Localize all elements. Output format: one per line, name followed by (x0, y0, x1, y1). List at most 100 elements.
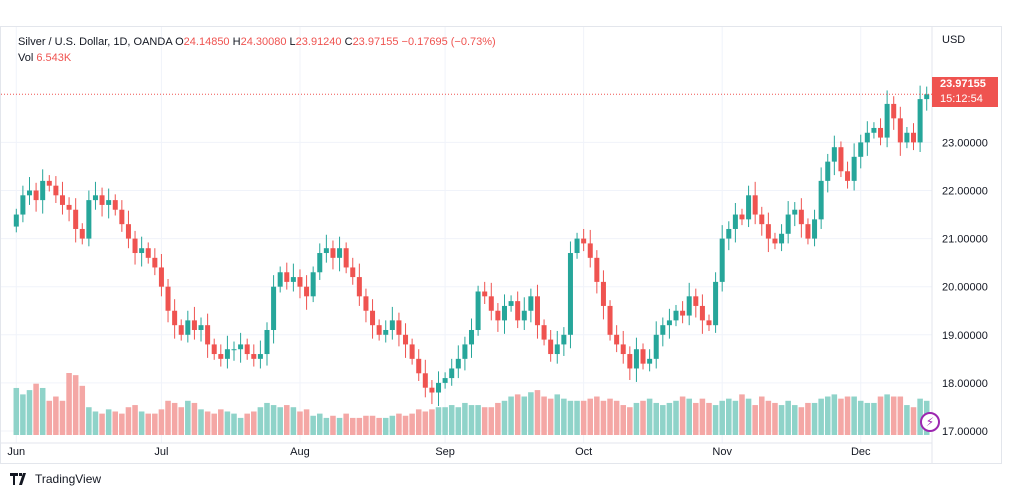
volume-bar (791, 405, 798, 435)
candle-body (785, 214, 791, 234)
volume-bar (72, 375, 79, 435)
candle-body (264, 329, 270, 355)
volume-bar (92, 411, 99, 435)
volume-bar (501, 400, 508, 435)
volume-bar (785, 400, 791, 435)
volume-bar (561, 398, 567, 435)
volume-bar (824, 396, 831, 435)
candle-body (198, 325, 204, 330)
volume-bar (33, 383, 39, 435)
candle-body (713, 281, 719, 326)
candle-body (845, 171, 851, 181)
candle-body (561, 334, 567, 345)
candle-body (350, 267, 356, 278)
candle-body (376, 325, 382, 335)
candle-body (838, 147, 844, 172)
volume-bar (323, 417, 330, 435)
volume-bar (904, 405, 910, 435)
volume-bar (204, 411, 211, 435)
candle-body (653, 334, 659, 359)
candle-body (277, 272, 283, 287)
candle-body (257, 354, 263, 359)
volume-bar (79, 385, 86, 435)
volume-bar (838, 398, 844, 435)
volume-bar (640, 400, 646, 435)
volume-bar (336, 417, 343, 435)
volume-bar (752, 405, 758, 435)
volume-bar (191, 402, 198, 435)
candle-body (831, 147, 837, 162)
volume-bar (897, 396, 904, 435)
volume-bar (218, 409, 224, 435)
x-tick-label: Jul (154, 446, 168, 458)
volume-bar (264, 402, 270, 435)
volume-bar (330, 415, 336, 435)
volume-bar (653, 402, 659, 435)
volume-bar (534, 390, 541, 435)
candle-body (20, 195, 26, 215)
candle-body (917, 99, 923, 143)
candle-body (132, 238, 138, 254)
candle-body (172, 310, 178, 326)
volume-bar (620, 405, 627, 435)
candle-body (462, 344, 468, 359)
volume-bar (811, 402, 818, 435)
x-tick-label: Jun (7, 446, 25, 458)
volume-bar (297, 411, 303, 435)
currency-label[interactable]: USD (942, 34, 966, 46)
volume-bar (726, 398, 732, 435)
candle-body (488, 296, 494, 311)
volume-bar (310, 415, 316, 435)
candle-body (554, 344, 560, 355)
lightning-icon[interactable]: ⚡ (920, 412, 940, 432)
candle-body (805, 224, 811, 239)
volume-bar (514, 394, 521, 435)
candle-body (165, 286, 171, 311)
volume-bar (396, 413, 402, 435)
candle-body (238, 344, 244, 350)
volume-bar (877, 396, 884, 435)
price-chart[interactable]: 17.00000 18.00000 19.00000 20.00000 21.00000… (1, 27, 1001, 463)
volume-bar (693, 402, 699, 435)
volume-bar (679, 396, 686, 435)
volume-bar (132, 405, 138, 435)
symbol-label[interactable]: Silver / U.S. Dollar, 1D, OANDA (18, 36, 173, 48)
volume-bar (389, 415, 396, 435)
candle-body (508, 301, 514, 306)
candle-body (897, 118, 903, 143)
candle-body (211, 344, 217, 355)
candle-body (79, 228, 85, 239)
volume-bar (270, 405, 277, 435)
candle-body (409, 344, 415, 359)
candle-body (317, 253, 323, 273)
close-value: 23.97155 (352, 36, 399, 48)
volume-bar (587, 398, 594, 435)
volume-bar (152, 413, 158, 435)
volume-bar (198, 409, 204, 435)
candle-body (732, 214, 738, 229)
volume-bar (165, 400, 171, 435)
volume-bar (356, 417, 363, 435)
volume-bar (158, 409, 165, 435)
volume-bar (66, 373, 72, 435)
current-price-label: 23.97155 (932, 77, 998, 93)
candle-body (620, 344, 626, 355)
candle-body (356, 277, 362, 297)
candle-body (759, 214, 765, 225)
y-tick-label: 21.00000 (942, 234, 988, 246)
candle-body (416, 358, 422, 374)
candle-body (152, 257, 158, 268)
tradingview-logo[interactable]: TradingView (10, 472, 101, 486)
candle-body (633, 349, 639, 369)
candle-body (363, 296, 369, 311)
x-tick-label: Nov (712, 446, 732, 458)
candle-body (422, 373, 428, 388)
volume-bar (26, 390, 33, 435)
volume-bar (455, 407, 462, 435)
candle-body (205, 325, 211, 345)
candle-body (924, 94, 930, 100)
candle-body (567, 253, 573, 335)
change-value: −0.17695 (−0.73%) (401, 36, 496, 48)
candle-body (495, 310, 501, 321)
volume-bar (448, 405, 455, 435)
